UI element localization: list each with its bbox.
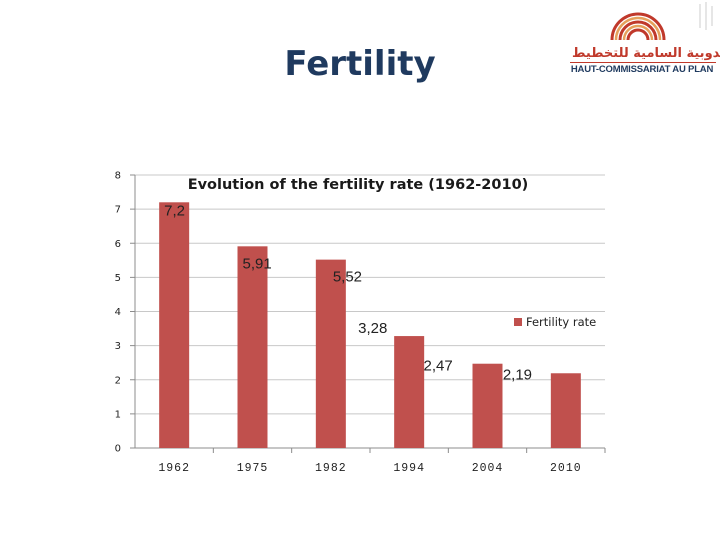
x-tick-label: 2010 (550, 462, 582, 475)
logo-divider (570, 62, 716, 63)
legend-swatch (514, 318, 522, 326)
data-label: 2,19 (503, 366, 532, 383)
hcp-logo-emblem (610, 2, 713, 41)
x-tick-label: 1982 (315, 462, 347, 475)
x-tick-labels: 1962 1975 1982 1994 2004 2010 (158, 462, 582, 475)
logo-french-text: HAUT-COMMISSARIAT AU PLAN (570, 64, 714, 75)
y-tick-label: 5 (115, 273, 121, 284)
bar-1975 (237, 246, 268, 448)
logo-arabic-text: المندوبية السامية للتخطيط (572, 46, 720, 61)
y-tick-labels: 0 1 2 3 4 5 6 7 8 (115, 171, 121, 455)
bar-2010 (550, 373, 581, 448)
y-tick-label: 7 (115, 205, 121, 216)
x-tick-label: 1962 (158, 462, 190, 475)
bar-1962 (159, 202, 190, 448)
x-tick-label: 2004 (472, 462, 504, 475)
data-label: 3,28 (358, 320, 387, 337)
data-label: 2,47 (424, 358, 453, 375)
slide-title: Fertility (284, 44, 436, 84)
y-tick-label: 2 (115, 375, 121, 386)
y-tick-label: 3 (115, 341, 121, 352)
y-tick-label: 6 (115, 239, 121, 250)
x-tick-label: 1994 (393, 462, 425, 475)
legend-label: Fertility rate (526, 315, 596, 329)
bar-1994 (394, 336, 425, 448)
data-label: 7,2 (164, 202, 185, 219)
y-tick-label: 1 (115, 409, 121, 420)
chart-title: Evolution of the fertility rate (1962-20… (188, 177, 529, 193)
y-tick-label: 4 (115, 307, 121, 318)
bar-series (159, 202, 581, 448)
bar-1982 (315, 259, 346, 448)
chart-legend: Fertility rate (514, 315, 596, 329)
x-tick-label: 1975 (237, 462, 269, 475)
data-label: 5,91 (243, 255, 272, 272)
y-tick-label: 0 (115, 444, 121, 455)
data-label: 5,52 (333, 269, 362, 286)
bar-2004 (472, 363, 503, 448)
y-tick-label: 8 (115, 171, 121, 182)
chart-gridlines (135, 174, 605, 415)
data-labels: 7,2 5,91 5,52 3,28 2,47 2,19 (164, 202, 532, 383)
chart-axes (130, 174, 606, 453)
